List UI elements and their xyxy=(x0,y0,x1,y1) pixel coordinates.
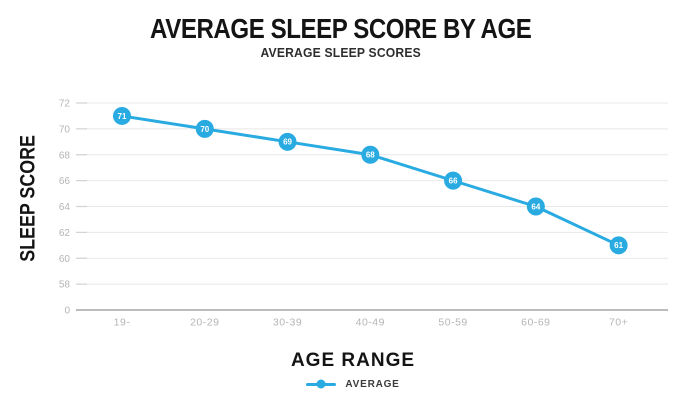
x-tick-label: 20-29 xyxy=(190,317,219,329)
data-point-label: 71 xyxy=(118,112,127,121)
x-tick-label: 50-59 xyxy=(438,317,467,329)
y-tick-label: 62 xyxy=(59,228,71,239)
data-point-label: 68 xyxy=(366,151,375,160)
y-tick-label: 60 xyxy=(59,254,71,265)
data-point-marker xyxy=(609,236,628,255)
data-point-marker xyxy=(526,197,545,216)
legend-dot-icon xyxy=(316,379,326,389)
x-axis-title: AGE RANGE xyxy=(290,350,416,371)
y-tick-label: 72 xyxy=(59,99,71,110)
x-tick-label: 70+ xyxy=(609,317,628,329)
data-point-marker xyxy=(195,119,214,138)
y-tick-label: 64 xyxy=(59,202,71,213)
data-point-label: 70 xyxy=(200,125,209,134)
chart-title: AVERAGE SLEEP SCORE BY AGE xyxy=(0,13,682,45)
data-point-label: 61 xyxy=(614,241,623,250)
y-tick-label: 70 xyxy=(59,124,71,135)
x-tick-label: 60-69 xyxy=(521,317,550,329)
data-point-label: 66 xyxy=(449,177,458,186)
x-tick-label: 40-49 xyxy=(356,317,385,329)
data-point-marker xyxy=(113,106,131,125)
data-point-label: 64 xyxy=(531,202,540,211)
chart-subtitle: AVERAGE SLEEP SCORES xyxy=(0,46,682,60)
y-tick-label: 0 xyxy=(64,306,70,317)
data-point-marker xyxy=(361,145,380,164)
chart-title-text: AVERAGE SLEEP SCORE BY AGE xyxy=(150,13,532,44)
data-point-marker xyxy=(444,171,463,190)
legend-line-marker-icon xyxy=(306,379,337,389)
y-tick-label: 58 xyxy=(59,280,71,291)
x-tick-label: 30-39 xyxy=(273,317,302,329)
x-tick-label: 19- xyxy=(114,317,131,329)
data-point-label: 69 xyxy=(283,138,292,147)
chart-subtitle-text: AVERAGE SLEEP SCORES xyxy=(260,46,422,60)
data-point-marker xyxy=(278,132,297,151)
legend-series-label: AVERAGE xyxy=(345,378,400,390)
y-tick-label: 66 xyxy=(59,176,71,187)
y-tick-label: 68 xyxy=(59,150,71,161)
legend: AVERAGE xyxy=(12,377,682,391)
